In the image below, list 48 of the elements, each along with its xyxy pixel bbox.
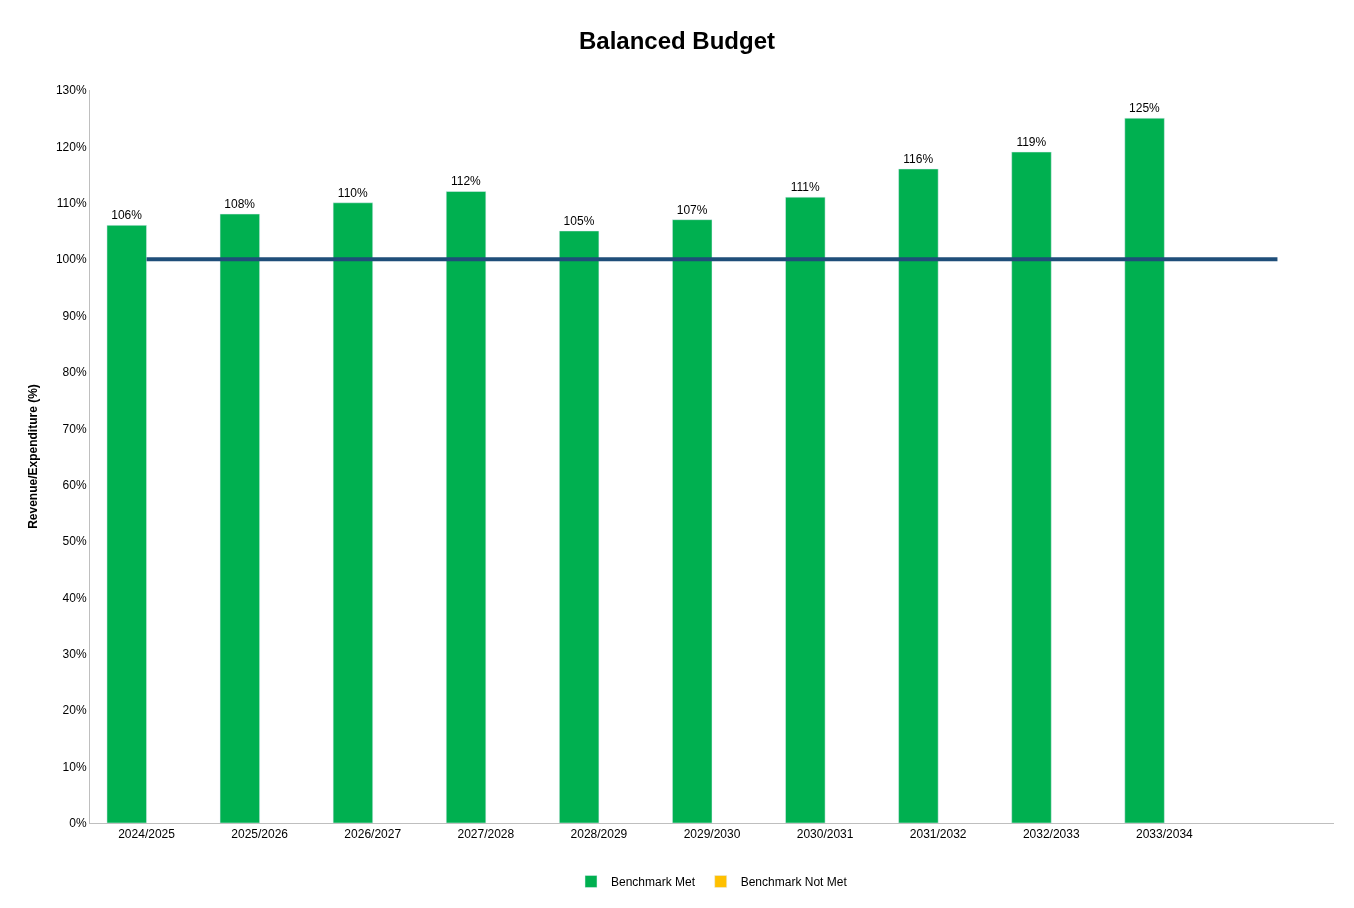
y-tick-label: 40% (62, 590, 87, 605)
y-tick-label: 10% (62, 759, 87, 774)
y-tick-label: 110% (56, 195, 87, 210)
data-label: 125% (1129, 101, 1161, 116)
x-tick-label: 2028/2029 (570, 827, 628, 842)
y-tick-label: 70% (62, 421, 87, 436)
y-tick-label: 130% (55, 83, 87, 98)
bar (1124, 117, 1165, 823)
legend-label: Benchmark Not Met (740, 875, 848, 890)
x-tick-label: 2033/2034 (1135, 827, 1194, 842)
data-label: 108% (224, 197, 256, 212)
bar (898, 168, 939, 823)
x-tick-label: 2027/2028 (457, 827, 515, 842)
data-label: 106% (111, 208, 143, 223)
bar (1011, 151, 1052, 823)
x-tick-label: 2030/2031 (796, 827, 854, 842)
y-tick-label: 100% (55, 252, 87, 267)
y-tick-label: 60% (62, 477, 87, 492)
y-axis-title: Revenue/Expenditure (%) (26, 384, 41, 529)
x-tick-label: 2029/2030 (683, 827, 741, 842)
bar (332, 202, 373, 823)
data-label: 107% (676, 202, 708, 217)
y-tick-label: 50% (62, 534, 87, 549)
y-tick-label: 0% (69, 816, 87, 831)
bar (219, 213, 260, 823)
bar (106, 225, 147, 823)
x-tick-label: 2032/2033 (1022, 827, 1080, 842)
y-tick-label: 30% (62, 647, 87, 662)
bar (785, 196, 826, 823)
bar (672, 219, 713, 823)
legend-label: Benchmark Met (611, 875, 696, 890)
x-tick-label: 2031/2032 (909, 827, 967, 842)
data-label: 116% (903, 151, 934, 166)
x-tick-label: 2026/2027 (344, 827, 402, 842)
data-label: 105% (563, 213, 595, 228)
y-tick-label: 20% (62, 703, 87, 718)
y-tick-label: 120% (55, 139, 87, 154)
y-tick-label: 80% (62, 365, 87, 380)
bar (445, 191, 487, 823)
y-tick-label: 90% (62, 308, 87, 323)
data-label: 119% (1016, 135, 1047, 150)
data-label: 111% (790, 180, 820, 195)
data-label: 112% (450, 174, 482, 189)
bar (559, 230, 600, 823)
x-tick-label: 2024/2025 (118, 827, 176, 842)
x-tick-label: 2025/2026 (231, 827, 289, 842)
chart-title: Balanced Budget (578, 26, 776, 54)
data-label: 110% (337, 185, 369, 200)
